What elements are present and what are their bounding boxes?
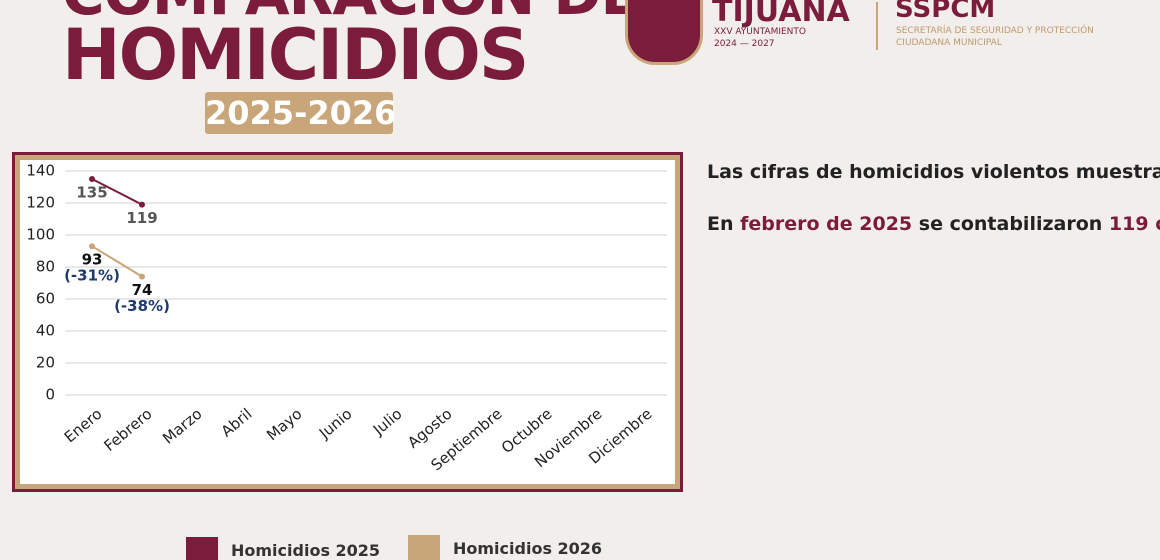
- chart-background: [20, 160, 675, 484]
- paragraph: Las cifras de homicidios violentos muest…: [707, 157, 1160, 187]
- agency: SSPCM: [895, 0, 996, 24]
- data-point: [139, 201, 145, 208]
- data-point: [139, 273, 145, 280]
- chart-frame: [12, 152, 683, 492]
- title-line: COMPARACIÓN DE: [62, 0, 640, 28]
- series-line: [91, 245, 143, 278]
- x-tick-label: Mayo: [263, 405, 305, 445]
- separator: [876, 2, 878, 50]
- text-segment: 119 casos: [1108, 213, 1160, 235]
- text-segment: se contabilizaron: [912, 213, 1109, 235]
- change-label: (-31%): [64, 267, 120, 285]
- x-tick-label: Julio: [369, 405, 405, 440]
- agency-name: SECRETARÍA DE SEGURIDAD Y PROTECCIÓN CIU…: [896, 26, 1094, 48]
- description: Las cifras de homicidios violentos muest…: [707, 157, 1160, 261]
- y-tick-label: 40: [36, 322, 55, 340]
- legend-label: Homicidios 2026: [453, 539, 603, 558]
- term: 2024 — 2027: [714, 39, 775, 49]
- data-point: [89, 243, 95, 250]
- council: XXV AYUNTAMIENTO: [714, 27, 806, 37]
- years-badge: 2025-2026: [205, 92, 397, 134]
- text-segment: febrero de 2025: [740, 213, 913, 235]
- legend-label: Homicidios 2025: [231, 541, 381, 560]
- series-line: [91, 178, 143, 206]
- shield-logo: [625, 0, 703, 65]
- text-segment: Las cifras de homicidios violentos muest…: [707, 161, 1160, 183]
- data-label: 93: [82, 251, 103, 269]
- legend-swatch: [186, 537, 218, 560]
- y-tick-label: 140: [26, 162, 55, 180]
- x-tick-label: Marzo: [159, 405, 205, 448]
- data-point: [89, 176, 95, 182]
- x-tick-label: Febrero: [101, 405, 156, 455]
- legend-swatch: [408, 535, 440, 560]
- y-tick-label: 120: [26, 194, 55, 212]
- data-label: 135: [76, 184, 107, 202]
- y-tick-label: 60: [36, 290, 55, 308]
- y-tick-label: 20: [36, 354, 55, 372]
- x-tick-label: Enero: [61, 405, 106, 447]
- x-tick-label: Junio: [315, 405, 356, 443]
- change-label: (-38%): [114, 297, 170, 315]
- title-line: HOMICIDIOS: [62, 14, 529, 96]
- data-label: 119: [126, 209, 157, 227]
- x-tick-label: Abril: [218, 405, 256, 441]
- data-label: 74: [132, 281, 153, 299]
- paragraph: En febrero de 2025 se contabilizaron 119…: [707, 209, 1160, 239]
- text-segment: En: [707, 213, 741, 235]
- y-tick-label: 80: [36, 258, 55, 276]
- city-name: TIJUANA: [712, 0, 850, 29]
- y-tick-label: 0: [45, 386, 55, 404]
- y-tick-label: 100: [26, 226, 55, 244]
